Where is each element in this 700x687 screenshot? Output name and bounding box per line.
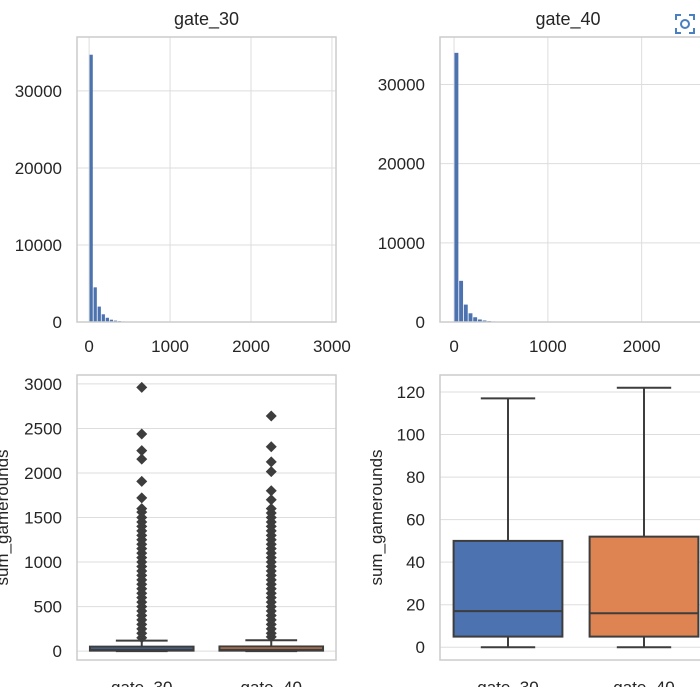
y-tick-label: 10000	[378, 234, 425, 253]
y-tick-label: 100	[397, 426, 425, 445]
y-tick-label: 1000	[24, 553, 62, 572]
y-tick-label: 20000	[378, 155, 425, 174]
y-tick-label: 120	[397, 383, 425, 402]
y-tick-label: 40	[406, 553, 425, 572]
histogram-bar	[97, 306, 101, 322]
x-tick-label: 3000	[313, 337, 351, 356]
y-tick-label: 2000	[24, 464, 62, 483]
box-gate_30	[452, 397, 564, 649]
histogram-bar	[101, 314, 105, 322]
y-axis-label: sum_gamerounds	[0, 449, 12, 585]
plot-area	[440, 37, 700, 322]
box-gate_40	[588, 386, 700, 649]
outlier-marker	[265, 456, 277, 468]
box-gate_30	[88, 381, 195, 653]
x-tick-label: gate_40	[613, 678, 674, 687]
box-gate_40	[218, 410, 325, 653]
outlier-marker	[136, 453, 148, 465]
outlier-marker	[136, 381, 148, 393]
outlier-marker	[265, 631, 277, 643]
outlier-marker	[136, 632, 148, 644]
x-tick-label: 2000	[232, 337, 270, 356]
outlier-marker	[265, 441, 277, 453]
outlier-marker	[136, 475, 148, 487]
x-tick-label: 0	[84, 337, 93, 356]
histogram-bar	[109, 319, 114, 322]
plot-frame	[76, 36, 337, 323]
y-tick-label: 20000	[15, 159, 62, 178]
y-tick-label: 10000	[15, 236, 62, 255]
histogram-bar	[93, 287, 97, 322]
capture-glyph	[675, 14, 695, 34]
plot-frame	[76, 374, 337, 661]
panel-3: 0 500 1000 1500 2000 2500 3000 gate_30 gate_40 su…	[0, 374, 337, 687]
y-tick-label: 30000	[15, 82, 62, 101]
plot-frame	[439, 36, 700, 323]
histogram-bar	[454, 52, 459, 322]
y-tick-label: 3000	[24, 375, 62, 394]
histogram-bar	[463, 304, 468, 322]
histogram-bar	[473, 317, 478, 322]
plot-frame	[439, 374, 700, 661]
y-axis-label: sum_gamerounds	[367, 449, 386, 585]
x-tick-label: 2000	[623, 337, 661, 356]
outlier-marker	[136, 492, 148, 504]
y-tick-label: 0	[416, 313, 425, 332]
x-tick-label: gate_30	[111, 678, 172, 687]
histogram-bar	[482, 320, 487, 322]
y-tick-label: 0	[416, 638, 425, 657]
outlier-marker	[265, 466, 277, 478]
x-tick-label: gate_30	[477, 678, 538, 687]
outlier-marker	[136, 428, 148, 440]
x-tick-label: 1000	[529, 337, 567, 356]
panel-title: gate_40	[535, 9, 600, 30]
y-tick-label: 2500	[24, 419, 62, 438]
iqr-box	[588, 535, 700, 638]
screenshot-capture-icon[interactable]	[673, 12, 697, 36]
y-tick-label: 20	[406, 596, 425, 615]
y-tick-label: 60	[406, 511, 425, 530]
outlier-marker	[265, 485, 277, 497]
plot-area	[77, 37, 336, 322]
y-tick-label: 1500	[24, 509, 62, 528]
iqr-box	[452, 539, 564, 638]
x-tick-label: 1000	[151, 337, 189, 356]
outlier-marker	[265, 410, 277, 422]
histogram-bar	[477, 319, 482, 322]
y-tick-label: 0	[53, 313, 62, 332]
x-tick-label: 0	[449, 337, 458, 356]
histogram-bar	[468, 313, 473, 322]
x-tick-label: gate_40	[241, 678, 302, 687]
outlier-marker	[136, 445, 148, 457]
outlier-marker	[265, 494, 277, 506]
panel-4: 0 20 40 60 80 100 120 gate_30 gate_40 sum_gamerou…	[367, 374, 700, 687]
y-tick-label: 0	[53, 642, 62, 661]
histogram-bar	[459, 280, 464, 322]
y-tick-label: 30000	[378, 76, 425, 95]
panel-title: gate_30	[174, 9, 239, 30]
histogram-bar	[105, 317, 109, 322]
histogram-bar	[89, 54, 93, 322]
y-tick-label: 500	[34, 598, 62, 617]
y-tick-label: 80	[406, 468, 425, 487]
